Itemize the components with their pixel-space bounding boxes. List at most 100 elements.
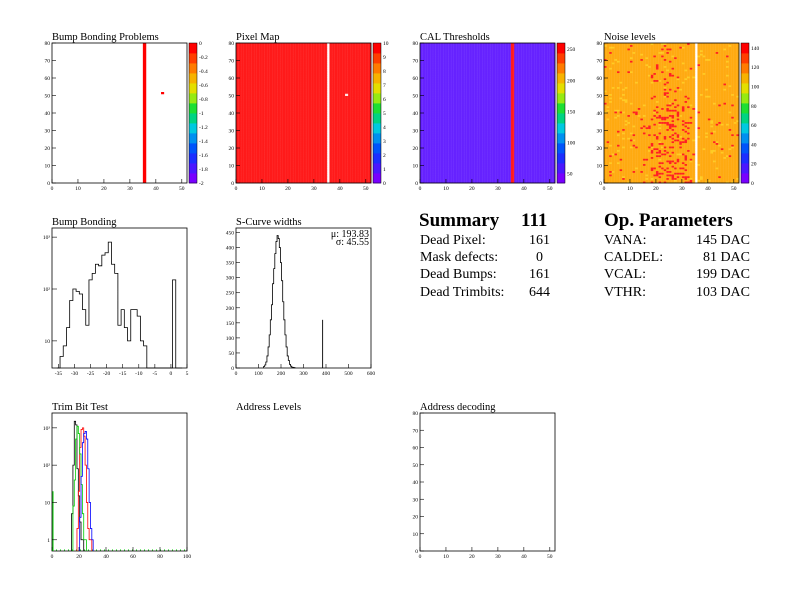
heatmap-cell xyxy=(272,93,276,96)
heatmap-cell xyxy=(350,134,354,137)
heatmap-cell xyxy=(319,174,322,177)
heatmap-cell xyxy=(267,72,271,75)
heatmap-cell xyxy=(427,83,431,86)
heatmap-cell xyxy=(360,139,364,142)
heatmap-cell xyxy=(352,93,356,96)
heatmap-cell xyxy=(274,144,278,147)
heatmap-cell xyxy=(282,158,286,161)
heatmap-cell xyxy=(243,165,247,168)
heatmap-cell xyxy=(316,43,320,46)
heatmap-cell xyxy=(259,111,263,114)
heatmap-cell xyxy=(438,79,442,82)
heatmap-cell xyxy=(440,64,444,67)
heatmap-cell xyxy=(300,148,304,151)
heatmap-cell xyxy=(342,95,346,98)
heatmap-cell xyxy=(350,116,354,119)
heatmap-cell xyxy=(420,97,423,100)
heatmap-cell xyxy=(329,97,333,100)
heatmap-cell xyxy=(339,95,343,98)
heatmap-cell xyxy=(319,128,322,131)
heatmap-cell xyxy=(420,160,423,163)
heatmap-cell xyxy=(311,137,315,140)
heatmap-cell xyxy=(238,172,242,175)
heatmap-cell xyxy=(311,156,315,159)
heatmap-cell xyxy=(287,123,291,126)
heatmap-cell xyxy=(440,100,444,103)
heatmap-cell xyxy=(236,128,239,131)
heatmap-cell xyxy=(440,93,444,96)
heatmap-cell xyxy=(251,128,255,131)
heatmap-cell xyxy=(264,127,268,130)
heatmap-cell xyxy=(435,46,439,49)
heatmap-cell xyxy=(303,120,307,123)
heatmap-cell xyxy=(313,153,317,156)
heatmap-cell xyxy=(329,95,333,98)
heatmap-cell xyxy=(254,92,258,95)
heatmap-cell xyxy=(365,141,369,144)
heatmap-cell xyxy=(363,97,367,100)
heatmap-cell xyxy=(321,55,325,58)
heatmap-cell xyxy=(339,102,343,105)
heatmap-cell xyxy=(308,165,312,168)
heatmap-cell xyxy=(435,93,439,96)
heatmap-cell xyxy=(440,156,444,159)
heatmap-cell xyxy=(427,93,431,96)
heatmap-cell xyxy=(280,71,284,74)
heatmap-cell xyxy=(342,139,346,142)
heatmap-cell xyxy=(251,125,255,128)
heatmap-cell xyxy=(337,65,341,68)
heatmap-cell xyxy=(251,74,255,77)
heatmap-cell xyxy=(243,51,247,54)
heatmap-cell xyxy=(425,148,429,151)
heatmap-cell xyxy=(332,104,335,107)
heatmap-cell xyxy=(350,130,354,133)
heatmap-cell xyxy=(295,158,299,161)
heatmap-cell xyxy=(311,170,315,173)
heatmap-cell xyxy=(425,97,429,100)
heatmap-cell xyxy=(438,139,442,142)
heatmap-cell xyxy=(363,127,367,130)
heatmap-cell xyxy=(435,106,439,109)
heatmap-cell xyxy=(440,128,444,131)
heatmap-cell xyxy=(435,160,439,163)
heatmap-cell xyxy=(261,113,265,116)
heatmap-cell xyxy=(303,144,307,147)
heatmap-cell xyxy=(365,179,369,182)
heatmap-cell xyxy=(303,160,307,163)
heatmap-cell xyxy=(295,104,299,107)
heatmap-cell xyxy=(308,92,312,95)
heatmap-cell xyxy=(277,43,281,46)
heatmap-cell xyxy=(355,135,359,138)
heatmap-cell xyxy=(438,179,442,182)
heatmap-cell xyxy=(277,113,281,116)
heatmap-cell xyxy=(347,125,351,128)
heatmap-cell xyxy=(303,179,307,182)
heatmap-cell xyxy=(430,57,434,60)
heatmap-cell xyxy=(308,99,312,102)
heatmap-cell xyxy=(295,114,299,117)
heatmap-cell xyxy=(430,43,434,46)
heatmap-cell xyxy=(243,62,247,65)
heatmap-cell xyxy=(298,53,302,56)
heatmap-cell xyxy=(298,130,302,133)
heatmap-cell xyxy=(430,44,434,47)
heatmap-cell xyxy=(347,116,351,119)
heatmap-cell xyxy=(430,72,434,75)
heatmap-cell xyxy=(355,64,359,67)
heatmap-cell xyxy=(342,71,346,74)
heatmap-cell xyxy=(438,163,442,166)
heatmap-cell xyxy=(368,88,372,91)
heatmap-cell xyxy=(420,177,423,180)
heatmap-cell xyxy=(293,85,297,88)
heatmap-cell xyxy=(267,78,271,81)
heatmap-cell xyxy=(347,155,351,158)
heatmap-cell xyxy=(311,139,315,142)
heatmap-cell xyxy=(269,64,273,67)
heatmap-cell xyxy=(319,69,322,72)
heatmap-cell xyxy=(313,162,317,165)
heatmap-cell xyxy=(246,144,250,147)
heatmap-cell xyxy=(425,158,429,161)
heatmap-cell xyxy=(360,43,364,46)
heatmap-cell xyxy=(425,100,429,103)
heatmap-cell xyxy=(352,127,356,130)
